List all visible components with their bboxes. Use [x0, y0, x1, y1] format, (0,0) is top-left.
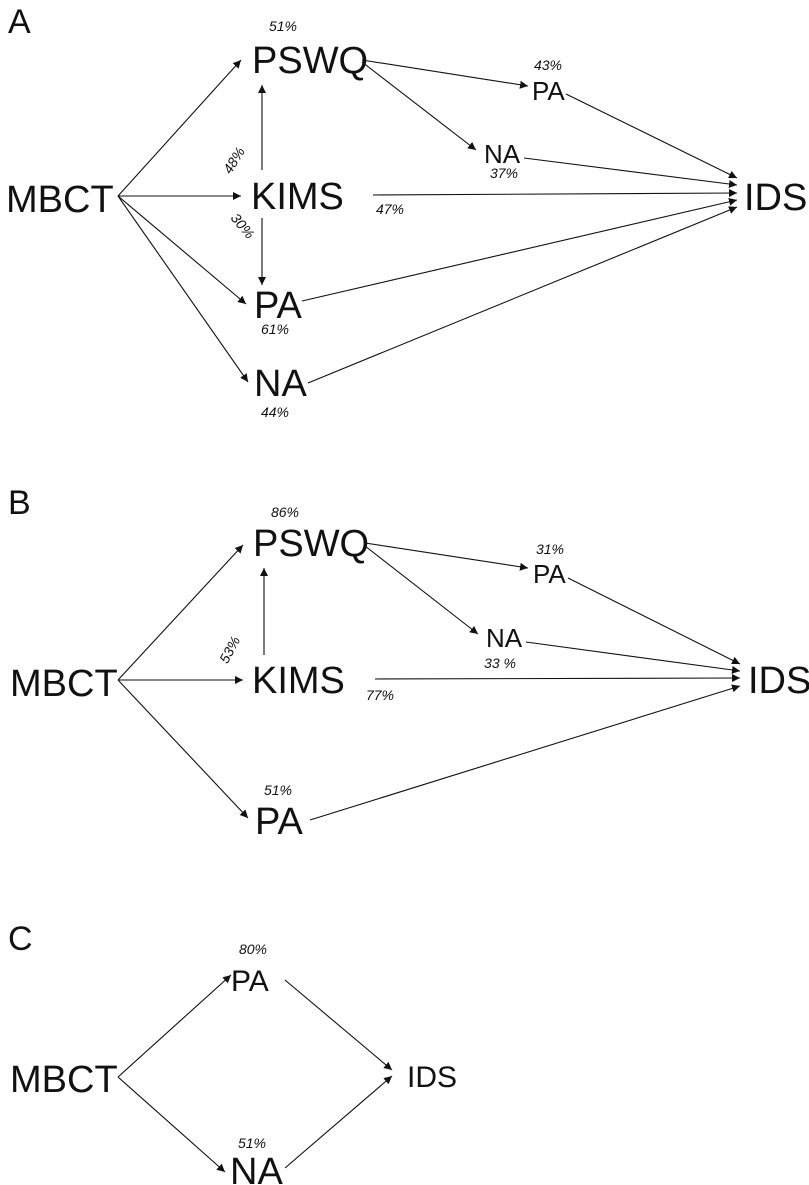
label-b-kims-pswq: 53%	[216, 634, 243, 666]
edge-a-na-ids	[307, 206, 738, 384]
edge-b-pswq-na2	[364, 545, 479, 635]
node-b-pa-2: PA	[533, 559, 566, 589]
edge-a-mbct-pswq	[117, 59, 242, 197]
node-a-na-2: NA	[484, 139, 521, 169]
node-a-ids: IDS	[744, 177, 807, 219]
node-b-mbct: MBCT	[10, 663, 118, 705]
edge-c-mbct-na	[117, 1076, 226, 1173]
edge-b-pa-ids	[309, 684, 741, 821]
panel-b: B MBCT PSWQ KIMS PA PA NA IDS 86% 31% 33…	[8, 484, 809, 843]
node-a-kims: KIMS	[251, 176, 344, 218]
label-a-kims-ids: 47%	[376, 201, 404, 217]
label-b-na-2: 33 %	[484, 655, 516, 671]
label-a-kims-pswq: 48%	[220, 144, 248, 176]
edge-a-mbct-na	[117, 195, 249, 383]
edge-b-mbct-pswq	[117, 544, 244, 681]
edge-c-na-ids	[284, 1075, 393, 1169]
edge-a-pa2-ids	[565, 93, 738, 179]
node-a-pswq: PSWQ	[252, 40, 368, 82]
edge-c-pa-ids	[284, 979, 393, 1071]
label-a-na-2: 37%	[490, 165, 518, 181]
node-b-ids: IDS	[748, 660, 809, 702]
edge-c-mbct-pa	[117, 974, 232, 1078]
edge-b-kims-ids	[374, 674, 741, 683]
label-b-pswq: 86%	[271, 504, 299, 520]
label-c-pa: 80%	[239, 941, 267, 957]
node-c-mbct: MBCT	[10, 1059, 118, 1101]
label-a-pa: 61%	[261, 321, 289, 337]
node-b-na-2: NA	[486, 623, 523, 653]
edge-a-mbct-pa	[117, 195, 247, 305]
edge-a-pswq-na2	[361, 61, 477, 151]
edge-a-kims-ids	[372, 189, 738, 198]
node-b-kims: KIMS	[252, 660, 345, 702]
edge-a-pa-ids	[301, 197, 738, 302]
edge-a-pswq-pa2	[361, 59, 529, 89]
edge-a-na2-ids	[523, 157, 738, 188]
edge-b-mbct-pa	[117, 679, 249, 819]
label-a-pswq: 51%	[269, 18, 297, 34]
edge-b-na2-ids	[525, 641, 741, 674]
node-a-pa-2: PA	[532, 76, 565, 106]
node-b-pa: PA	[255, 801, 304, 843]
label-b-pa: 51%	[264, 782, 292, 798]
label-c-na: 51%	[238, 1135, 266, 1151]
edge-b-pswq-pa2	[364, 542, 529, 571]
node-b-pswq: PSWQ	[253, 523, 369, 565]
node-c-ids: IDS	[407, 1061, 457, 1094]
panel-c-letter: C	[8, 920, 33, 958]
node-c-na: NA	[230, 1151, 283, 1185]
label-b-kims-ids: 77%	[366, 687, 394, 703]
node-a-mbct: MBCT	[6, 179, 114, 221]
node-a-pa: PA	[254, 285, 303, 327]
panel-a-letter: A	[8, 3, 31, 41]
node-a-na: NA	[254, 363, 307, 405]
panel-b-letter: B	[8, 484, 31, 522]
panel-a: A MBCT PSWQ KIMS PA NA PA NA IDS 51% 43%…	[6, 3, 807, 420]
label-a-pa-2: 43%	[534, 57, 562, 73]
panel-c: C MBCT PA NA IDS 80% 51%	[8, 920, 457, 1185]
edge-b-pa2-ids	[567, 577, 741, 665]
node-c-pa: PA	[231, 965, 269, 998]
label-a-na: 44%	[261, 404, 289, 420]
label-b-pa-2: 31%	[536, 541, 564, 557]
